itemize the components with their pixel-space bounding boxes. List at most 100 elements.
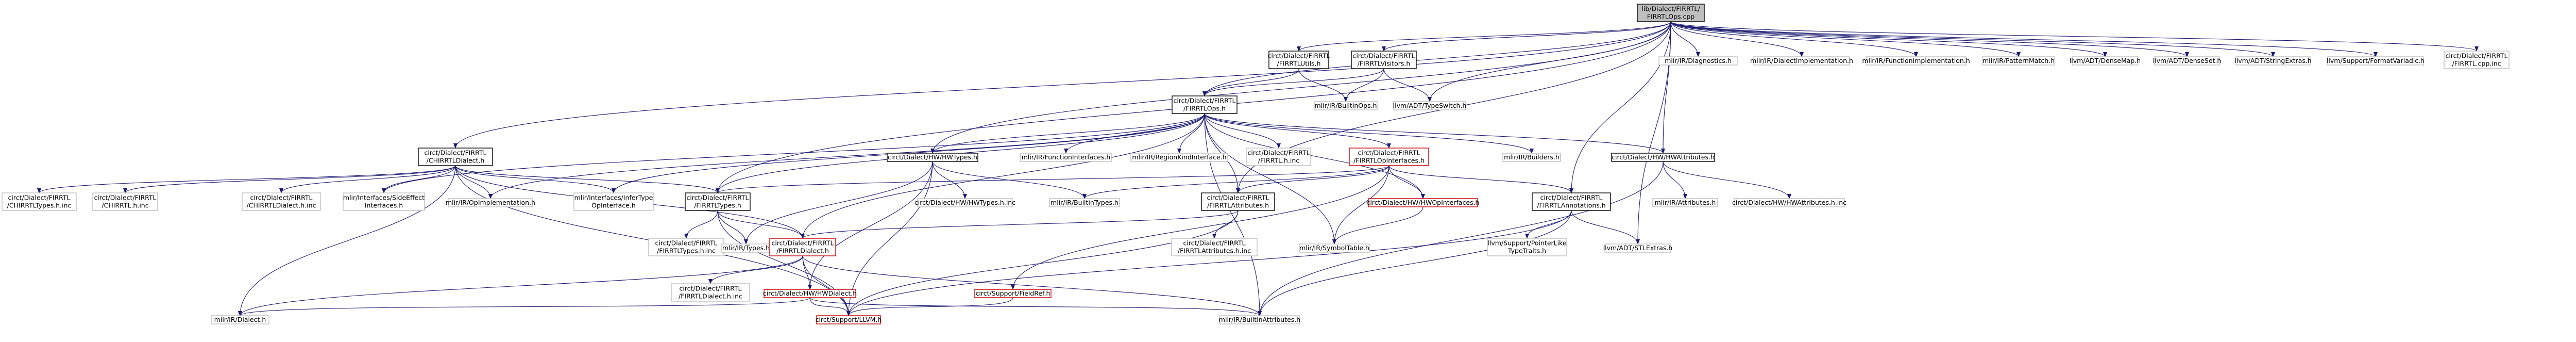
- node-box: [1201, 192, 1275, 211]
- node-label: circt/Dialect/FIRRTL: [1358, 149, 1420, 157]
- node-label: /FIRRTLOps.h: [1183, 105, 1226, 112]
- include-edge-chirrtl-to-opimplementation: [455, 165, 493, 199]
- node-box: [1299, 243, 1370, 253]
- node-box: [974, 289, 1052, 298]
- include-edge-attributes-to-firrtldialect: [801, 210, 1239, 239]
- node-visitors[interactable]: circt/Dialect/FIRRTL/FIRRTLVisitors.h: [1351, 51, 1417, 69]
- include-edge-root-to-densemap: [1670, 21, 2107, 57]
- include-edge-root-to-utils: [1297, 21, 1671, 52]
- node-funcimpl: mlir/IR/FunctionImplementation.h: [1862, 56, 1970, 66]
- node-box: [671, 283, 750, 302]
- node-box: [764, 289, 856, 298]
- node-label: circt/Dialect/HW/HWDialect.h: [763, 289, 857, 297]
- node-label: mlir/IR/FunctionImplementation.h: [1862, 57, 1970, 64]
- include-edge-types-to-firrtldialect: [717, 210, 805, 239]
- include-edge-root-to-hwtypes: [930, 21, 1671, 154]
- include-edge-ops-to-builtinattributes: [1204, 113, 1262, 316]
- node-label: circt/Dialect/FIRRTL: [94, 194, 156, 202]
- node-irdialect: mlir/IR/Dialect.h: [211, 315, 269, 324]
- include-edge-root-to-denseset: [1670, 21, 2189, 57]
- node-box: [1487, 238, 1567, 256]
- include-edge-ops-to-hwopinterfaces: [1204, 113, 1425, 199]
- node-ops[interactable]: circt/Dialect/FIRRTL/FIRRTLOps.h: [1172, 95, 1238, 114]
- node-label: circt/Dialect/FIRRTL: [1540, 194, 1602, 202]
- node-label: llvm/ADT/StringExtras.h: [2234, 57, 2311, 64]
- node-label: mlir/IR/OpImplementation.h: [446, 199, 535, 206]
- node-box: [2154, 56, 2220, 66]
- node-box: [418, 148, 493, 166]
- node-box: [685, 192, 751, 211]
- node-opinterfaces[interactable]: circt/Dialect/FIRRTL/FIRRTLOpInterfaces.…: [1349, 148, 1429, 166]
- node-hwopinterfaces[interactable]: circt/Dialect/HW/HWOpInterfaces.h: [1367, 198, 1480, 207]
- node-utils[interactable]: circt/Dialect/FIRRTL/FIRRTLUtils.h: [1267, 51, 1330, 69]
- node-box: [2235, 56, 2311, 66]
- node-box: [1658, 56, 1738, 66]
- node-builtinattributes: mlir/IR/BuiltinAttributes.h: [1219, 315, 1300, 324]
- node-label: circt/Dialect/FIRRTL: [1247, 149, 1310, 157]
- node-label: circt/Dialect/HW/HWAttributes.h.inc: [1732, 199, 1846, 206]
- node-patternmatch: mlir/IR/PatternMatch.h: [1982, 56, 2055, 66]
- node-box: [1866, 56, 1967, 66]
- node-hwtypes[interactable]: circt/Dialect/HW/HWTypes.h: [887, 153, 978, 162]
- node-box: [1172, 95, 1238, 114]
- include-edge-utils-to-ops: [1202, 68, 1299, 96]
- node-label: /FIRRTLAnnotations.h: [1537, 202, 1605, 209]
- node-chirrtl[interactable]: circt/Dialect/FIRRTL/CHIRRTLDialect.h: [418, 148, 493, 166]
- include-edge-annotations-to-llvmh: [846, 210, 1572, 316]
- include-edge-root-to-stlextras: [1636, 21, 1671, 245]
- include-edge-root-to-funcimpl: [1670, 21, 1918, 57]
- node-label: mlir/IR/PatternMatch.h: [1982, 57, 2055, 64]
- node-label: circt/Dialect/FIRRTL: [8, 194, 70, 202]
- node-box: [1130, 153, 1228, 162]
- include-edge-chirrtl-to-chirrtlhinc: [123, 165, 456, 193]
- include-edge-root-to-hwattributes: [1661, 21, 1671, 154]
- node-attributes[interactable]: circt/Dialect/FIRRTL/FIRRTLAttributes.h: [1201, 192, 1275, 211]
- node-label: circt/Dialect/HW/HWOpInterfaces.h: [1367, 199, 1480, 206]
- include-edge-hwdialect-to-irdialect: [238, 297, 810, 316]
- node-fieldref[interactable]: circt/Support/FieldRef.h: [974, 289, 1052, 298]
- node-box: [1246, 148, 1311, 166]
- node-box: [887, 153, 978, 162]
- include-edge-hwtypes-to-llvmh: [846, 161, 933, 316]
- node-label: llvm/ADT/TypeSwitch.h: [1393, 102, 1467, 109]
- node-label: mlir/IR/FunctionInterfaces.h: [1022, 153, 1111, 161]
- node-irtypes: mlir/IR/Types.h: [721, 243, 771, 253]
- include-edge-root-to-patternmatch: [1670, 21, 2021, 57]
- include-edge-root-to-visitors: [1382, 21, 1671, 52]
- node-hwattributesinc: circt/Dialect/HW/HWAttributes.h.inc: [1732, 198, 1846, 207]
- node-label: mlir/IR/Attributes.h: [1655, 199, 1716, 206]
- include-edge-opinterfaces-to-attributes: [1236, 165, 1389, 193]
- node-label: /FIRRTLTypes.h.inc: [657, 247, 716, 255]
- node-densemap: llvm/ADT/DenseMap.h: [2070, 56, 2141, 66]
- node-typeswitch: llvm/ADT/TypeSwitch.h: [1393, 101, 1467, 110]
- node-annotations[interactable]: circt/Dialect/FIRRTL/FIRRTLAnnotations.h: [1532, 192, 1611, 211]
- node-llvmh[interactable]: circt/Support/LLVM.h: [816, 315, 882, 324]
- node-chirrtlhinc: circt/Dialect/FIRRTL/CHIRRTL.h.inc: [92, 192, 158, 211]
- include-edge-hwattributes-to-irattributes: [1663, 161, 1687, 199]
- node-types[interactable]: circt/Dialect/FIRRTL/FIRRTLTypes.h: [685, 192, 751, 211]
- node-box: [1368, 198, 1478, 207]
- node-hwdialect[interactable]: circt/Dialect/HW/HWDialect.h: [763, 289, 857, 298]
- node-box: [448, 198, 533, 207]
- include-edge-attributes-to-llvmh: [846, 210, 1239, 316]
- include-edge-hwopinterfaces-to-symboltable: [1332, 206, 1423, 245]
- node-attributesinc: circt/Dialect/FIRRTL/FIRRTLAttributes.h.…: [1171, 238, 1258, 256]
- node-box: [1314, 101, 1378, 110]
- node-regionkind: mlir/IR/RegionKindInterface.h: [1130, 153, 1228, 162]
- include-edge-root-to-dialectimpl: [1670, 21, 1804, 57]
- node-label: circt/Dialect/HW/HWTypes.h.inc: [914, 199, 1015, 206]
- include-edge-ops-to-builders: [1204, 113, 1534, 154]
- include-edge-ops-to-firrtlhinc: [1204, 113, 1281, 149]
- node-root[interactable]: lib/Dialect/FIRRTL/FIRRTLOps.cpp: [1637, 4, 1705, 22]
- include-edge-hwtypes-to-hwdialect: [808, 161, 933, 290]
- node-box: [1652, 198, 1718, 207]
- node-hwattributes[interactable]: circt/Dialect/HW/HWAttributes.h: [1611, 153, 1715, 162]
- node-box: [816, 315, 881, 324]
- node-chirrtltypesinc: circt/Dialect/FIRRTL/CHIRRTLTypes.h.inc: [2, 192, 77, 211]
- node-builtinops: mlir/IR/BuiltinOps.h: [1314, 101, 1378, 110]
- node-firrtldialectinc: circt/Dialect/FIRRTL/FIRRTLDialect.h.inc: [671, 283, 750, 302]
- node-box: [1268, 51, 1329, 69]
- node-firrtldialect[interactable]: circt/Dialect/FIRRTL/FIRRTLDialect.h: [769, 238, 836, 256]
